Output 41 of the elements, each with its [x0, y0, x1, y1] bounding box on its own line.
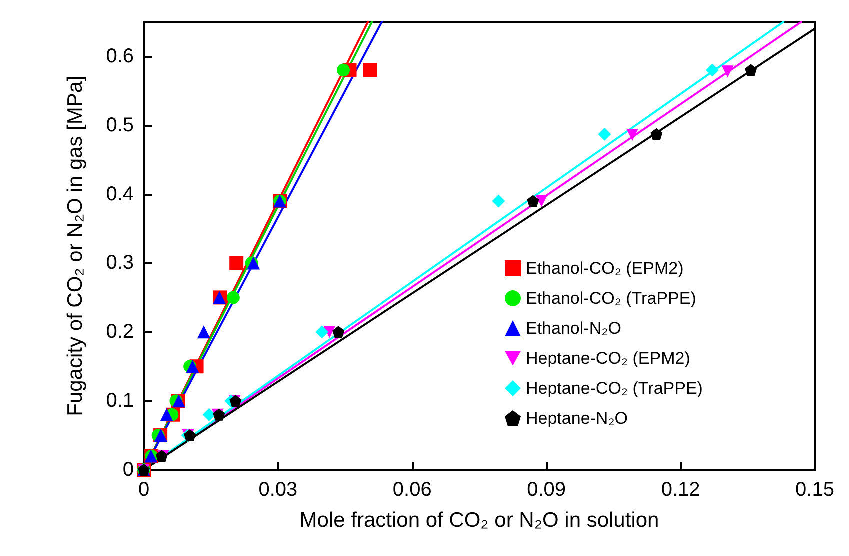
legend-label: Heptane-N₂O — [526, 409, 628, 428]
y-tick-label: 0.2 — [106, 321, 134, 344]
point — [363, 63, 378, 78]
x-tick-label: 0.06 — [392, 479, 432, 501]
point — [186, 360, 200, 374]
y-tick-label: 0.6 — [106, 45, 134, 68]
y-tick-label: 0.1 — [106, 390, 134, 412]
x-axis-title: Mole fraction of CO₂ or N₂O in solution — [300, 509, 660, 532]
point — [745, 64, 758, 76]
x-tick-label: 0.03 — [258, 479, 298, 501]
point — [337, 64, 350, 77]
point — [536, 195, 548, 208]
point — [202, 408, 216, 422]
x-tick-label: 0.15 — [796, 479, 834, 501]
legend-label: Ethanol-CO₂ (TraPPE) — [526, 289, 696, 308]
point — [706, 64, 720, 77]
point — [160, 408, 174, 422]
legend-label: Ethanol-N₂O — [526, 319, 622, 338]
legend-label: Heptane-CO₂ (EPM2) — [526, 349, 690, 368]
point — [332, 326, 345, 338]
x-tick-label: 0.09 — [527, 479, 566, 501]
point — [316, 326, 329, 339]
point — [527, 195, 540, 208]
point — [492, 194, 506, 208]
point — [230, 256, 244, 270]
point — [197, 326, 210, 339]
x-tick-label: 0 — [138, 479, 150, 501]
y-axis-title: Fugacity of CO₂ or N₂O in gas [MPa] — [64, 76, 87, 416]
point — [722, 66, 734, 78]
point — [650, 128, 663, 140]
point — [626, 129, 638, 142]
y-tick-label: 0 — [122, 459, 134, 481]
legend-label: Heptane-CO₂ (TraPPE) — [526, 379, 703, 398]
point — [598, 128, 612, 141]
point — [324, 326, 336, 338]
x-tick-label: 0.12 — [661, 479, 700, 501]
y-tick-label: 0.3 — [106, 252, 134, 274]
y-tick-label: 0.5 — [106, 114, 134, 136]
y-tick-label: 0.4 — [106, 183, 134, 206]
point — [226, 291, 240, 304]
legend-label: Ethanol-CO₂ (EPM2) — [526, 259, 684, 278]
